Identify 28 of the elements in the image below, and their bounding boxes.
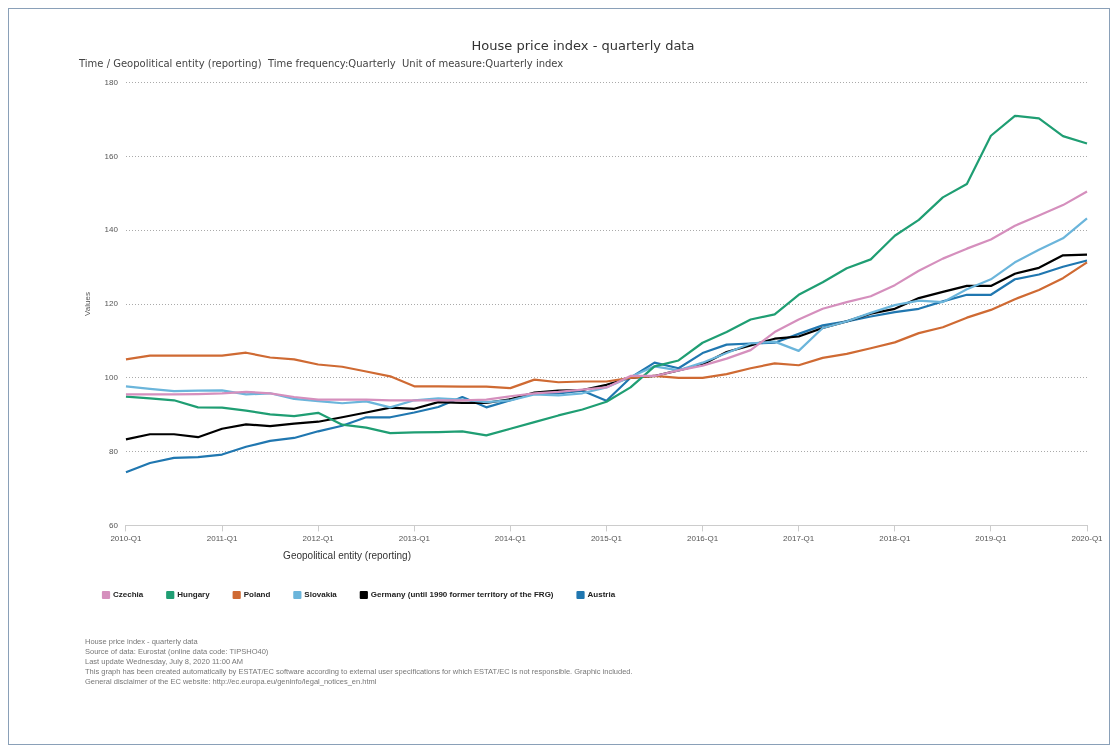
- legend-title: Geopolitical entity (reporting): [283, 549, 411, 561]
- x-tick-label: 2017-Q1: [783, 534, 815, 544]
- y-tick-label: 160: [104, 151, 119, 161]
- x-tick-label: 2013-Q1: [398, 534, 431, 544]
- x-tick-label: 2018-Q1: [879, 534, 911, 544]
- x-tick-label: 2020-Q1: [1071, 534, 1104, 544]
- x-tick-label: 2011-Q1: [206, 534, 238, 544]
- chart-title: House price index - quarterly data: [471, 38, 695, 54]
- x-tick-label: 2014-Q1: [494, 534, 527, 544]
- x-tick-label: 2010-Q1: [110, 534, 143, 544]
- x-tick-label: 2015-Q1: [590, 534, 623, 544]
- y-tick-label: 80: [109, 446, 119, 456]
- x-tick-label: 2019-Q1: [975, 534, 1008, 544]
- y-tick-label: 100: [104, 373, 119, 382]
- chart-subtitle: Time / Geopolitical entity (reporting) Time frequency:Quarterly Unit of measure:Quarterly index: [78, 58, 564, 70]
- x-tick-label: 2016-Q1: [687, 534, 719, 544]
- legend-label: Austria: [587, 590, 616, 600]
- y-tick-label: 180: [104, 77, 119, 87]
- y-tick-label: 140: [104, 225, 119, 235]
- legend-label: Germany (until 1990 former territory of the FRG): [370, 590, 554, 600]
- legend-label: Poland: [243, 590, 271, 600]
- y-axis-title: Values: [83, 292, 92, 316]
- legend-label: Hungary: [177, 590, 211, 600]
- y-tick-label: 60: [109, 520, 119, 530]
- y-tick-label: 120: [104, 299, 119, 309]
- legend-label: Czechia: [113, 590, 144, 600]
- x-tick-label: 2012-Q1: [302, 534, 335, 544]
- legend-label: Slovakia: [304, 590, 338, 600]
